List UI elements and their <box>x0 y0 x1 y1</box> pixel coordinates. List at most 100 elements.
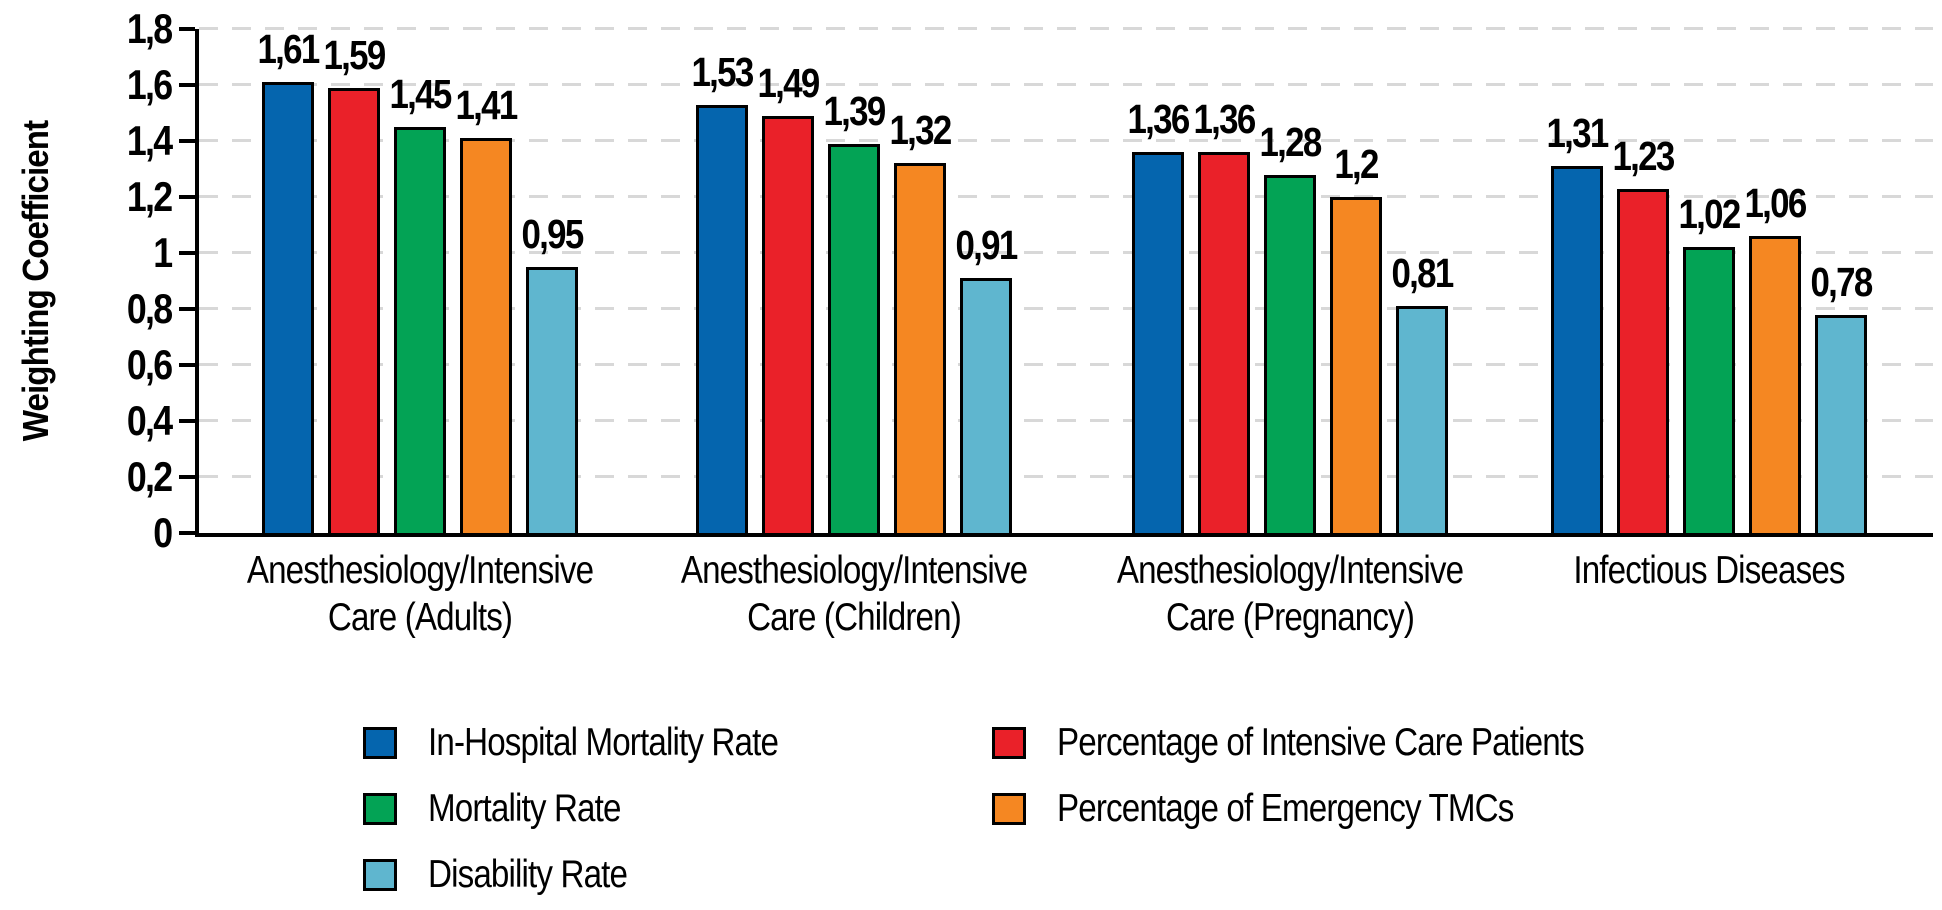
bar <box>828 143 880 533</box>
bar-value-label: 1,39 <box>823 87 886 134</box>
legend-swatch <box>363 859 397 891</box>
legend-item: In-Hospital Mortality Rate <box>363 710 840 776</box>
bar-value-label: 1,06 <box>1744 180 1807 227</box>
y-tick-label: 0,2 <box>126 453 172 500</box>
y-tick-label: 0,4 <box>126 397 172 444</box>
bar-value-label: 1,31 <box>1546 110 1609 157</box>
y-axis-tick <box>179 83 195 87</box>
bar <box>394 127 446 533</box>
bar-value-label: 1,45 <box>389 71 452 117</box>
bar <box>762 115 814 533</box>
bar-value-label: 0,78 <box>1810 258 1873 305</box>
bar <box>1396 306 1448 533</box>
x-axis-category-line: Care (Pregnancy) <box>1165 596 1415 639</box>
y-tick-label: 1,4 <box>126 117 172 164</box>
gridline <box>199 419 1933 422</box>
bar <box>960 278 1012 533</box>
legend-column: In-Hospital Mortality Rate Mortality Rate… <box>363 710 840 908</box>
bar-value-label: 1,59 <box>323 31 386 78</box>
legend-label: Percentage of Emergency TMCs <box>1057 787 1514 830</box>
gridline <box>199 475 1933 478</box>
bar <box>1330 197 1382 533</box>
legend-swatch <box>992 727 1026 759</box>
gridline <box>199 27 1933 30</box>
legend-item: Mortality Rate <box>363 776 840 842</box>
bar-value-label: 1,53 <box>691 48 754 95</box>
y-axis-tick <box>179 475 195 479</box>
x-axis-category-label: Anesthesiology/Intensive Care (Children) <box>657 547 1051 641</box>
y-tick-label: 0,8 <box>126 285 172 332</box>
bar <box>1132 152 1184 533</box>
bar <box>1749 236 1801 533</box>
legend-item: Percentage of Intensive Care Patients <box>992 710 1677 776</box>
bar-value-label: 1,49 <box>757 59 820 106</box>
y-tick-label: 0,6 <box>126 341 172 388</box>
y-tick-label: 0 <box>152 509 173 556</box>
bar-value-label: 1,23 <box>1612 132 1675 179</box>
bar-value-label: 0,95 <box>521 211 584 257</box>
gridline <box>199 307 1933 310</box>
bar-value-label: 1,32 <box>889 107 952 154</box>
y-axis-tick <box>179 531 195 535</box>
y-axis-tick <box>179 419 195 423</box>
bar <box>894 163 946 533</box>
y-tick-label: 1,6 <box>126 61 172 108</box>
bar <box>1617 188 1669 533</box>
legend-label: In-Hospital Mortality Rate <box>428 721 779 764</box>
x-axis-category-line: Infectious Diseases <box>1573 549 1845 592</box>
bar <box>1683 247 1735 533</box>
x-axis-category-label: Infectious Diseases <box>1512 547 1906 594</box>
x-axis-category-line: Anesthesiology/Intensive <box>246 549 594 592</box>
bar <box>1198 152 1250 533</box>
bar <box>1815 314 1867 533</box>
x-axis-category-line: Care (Children) <box>747 596 962 639</box>
legend-label: Percentage of Intensive Care Patients <box>1057 721 1585 764</box>
y-axis-title: Weighting Coefficient <box>15 120 56 442</box>
bar-value-label: 1,41 <box>455 82 518 129</box>
y-axis-tick <box>179 139 195 143</box>
y-tick-label: 1,2 <box>126 173 172 220</box>
legend-swatch <box>992 793 1026 825</box>
legend-item: Percentage of Emergency TMCs <box>992 776 1677 842</box>
bar <box>460 138 512 533</box>
gridline <box>199 83 1933 86</box>
y-tick-label: 1 <box>152 229 173 276</box>
y-axis-tick <box>179 27 195 31</box>
bar-value-label: 1,28 <box>1259 118 1322 165</box>
bar-value-label: 1,2 <box>1334 141 1379 187</box>
bar <box>526 267 578 533</box>
legend-swatch <box>363 793 397 825</box>
bar-value-label: 1,02 <box>1678 191 1741 238</box>
plot-area: 0 0,2 0,4 0,6 0,8 1 1,2 1,4 1,6 1,8 1,61 1,59 1,45 1,… <box>126 7 1933 639</box>
bar <box>1264 174 1316 533</box>
y-axis-tick <box>179 307 195 311</box>
bar-value-label: 1,61 <box>257 26 320 73</box>
gridline <box>199 251 1933 254</box>
bar <box>328 87 380 533</box>
bar <box>1551 166 1603 533</box>
bar-value-label: 0,91 <box>955 222 1018 269</box>
x-axis-category-label: Anesthesiology/Intensive Care (Adults) <box>223 547 617 641</box>
legend-column: Percentage of Intensive Care Patients Per… <box>992 710 1677 842</box>
x-axis-category-line: Anesthesiology/Intensive <box>680 549 1028 592</box>
y-tick-label: 1,8 <box>126 5 172 52</box>
y-axis-tick <box>179 195 195 199</box>
gridline <box>199 195 1933 198</box>
x-axis-category-line: Care (Adults) <box>327 596 513 639</box>
legend-label: Disability Rate <box>428 853 628 896</box>
bar-value-label: 1,36 <box>1127 96 1190 143</box>
bar <box>262 82 314 533</box>
y-axis-tick <box>179 251 195 255</box>
x-axis-category-line: Anesthesiology/Intensive <box>1116 549 1464 592</box>
gridline <box>199 139 1933 142</box>
x-axis-category-label: Anesthesiology/Intensive Care (Pregnancy) <box>1093 547 1487 641</box>
legend-item: Disability Rate <box>363 842 840 908</box>
bar-value-label: 0,81 <box>1391 250 1454 297</box>
legend-swatch <box>363 727 397 759</box>
bar-value-label: 1,36 <box>1193 96 1256 143</box>
gridline <box>199 363 1933 366</box>
bar <box>696 104 748 533</box>
legend-label: Mortality Rate <box>428 787 621 830</box>
y-axis-tick <box>179 363 195 367</box>
